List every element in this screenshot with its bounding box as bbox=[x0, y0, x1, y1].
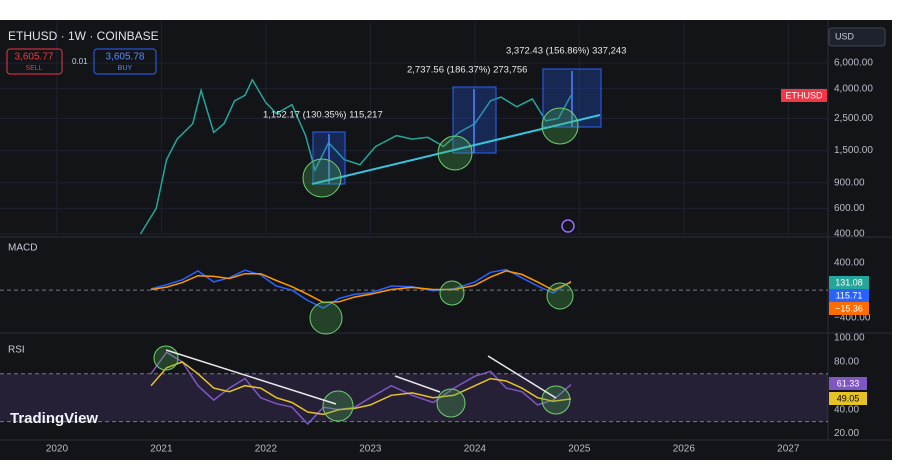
rsi-band bbox=[0, 373, 828, 422]
series-line bbox=[150, 270, 572, 304]
y-tick-label: 2,500.00 bbox=[834, 113, 873, 124]
logo: TradingView bbox=[10, 410, 98, 427]
panel-title: MACD bbox=[8, 243, 37, 254]
sell-label: SELL bbox=[25, 65, 42, 72]
rsi-trendline bbox=[165, 349, 337, 405]
annotation: 2,737.56 (186.37%) 273,756 bbox=[407, 65, 527, 76]
currency: USD bbox=[835, 31, 855, 41]
trendline bbox=[311, 114, 601, 185]
highlight bbox=[437, 135, 473, 171]
buy-label: BUY bbox=[118, 65, 133, 72]
badge-bg bbox=[829, 289, 869, 302]
y-tick-label: 6,000.00 bbox=[834, 58, 873, 69]
sell-button[interactable] bbox=[6, 48, 63, 75]
y-tick-label: 100.00 bbox=[834, 333, 865, 344]
rsi-trendline bbox=[487, 355, 557, 399]
y-tick-label: 80.00 bbox=[834, 357, 859, 368]
highlight bbox=[322, 390, 354, 422]
buy-price: 3,605.78 bbox=[106, 52, 145, 63]
price-tag: ETHUSD bbox=[785, 90, 823, 100]
badge-bg bbox=[829, 377, 867, 390]
highlight bbox=[436, 388, 466, 418]
x-tick-label: 2026 bbox=[673, 444, 696, 455]
panel-title: RSI bbox=[8, 345, 25, 356]
highlight bbox=[153, 345, 179, 371]
badge: −15.36 bbox=[835, 303, 863, 313]
annotation: 1,152.17 (130.35%) 115,217 bbox=[263, 110, 383, 121]
highlight bbox=[439, 280, 465, 306]
highlight bbox=[309, 301, 343, 335]
x-tick-label: 2021 bbox=[150, 444, 173, 455]
rsi-layer bbox=[0, 373, 828, 423]
y-tick-label: 600.00 bbox=[834, 203, 865, 214]
x-tick-label: 2022 bbox=[255, 444, 278, 455]
highlight bbox=[546, 282, 574, 310]
background bbox=[0, 20, 892, 460]
y-tick-label: 4,000.00 bbox=[834, 83, 873, 94]
y-tick-label: 20.00 bbox=[834, 428, 859, 439]
currency-select[interactable] bbox=[828, 27, 886, 47]
price-tag-bg bbox=[781, 89, 827, 102]
x-tick-label: 2025 bbox=[568, 444, 591, 455]
icon[interactable] bbox=[561, 219, 575, 233]
x-tick-label: 2020 bbox=[46, 444, 69, 455]
badge: 49.05 bbox=[837, 393, 860, 403]
badge-bg bbox=[829, 302, 869, 315]
symbol: ETHUSD · 1W · COINBASE bbox=[8, 29, 159, 43]
buy-button[interactable] bbox=[93, 48, 157, 75]
highlight bbox=[302, 158, 342, 198]
y-tick-label: 40.00 bbox=[834, 404, 859, 415]
rsi-trendline bbox=[394, 375, 441, 393]
spread: 0.01 bbox=[72, 57, 88, 66]
sell-price: 3,605.77 bbox=[15, 52, 54, 63]
y-tick-label: 900.00 bbox=[834, 177, 865, 188]
y-tick-label: −400.00 bbox=[834, 312, 871, 323]
y-tick-label: 400.00 bbox=[834, 229, 865, 240]
badge-bg bbox=[829, 276, 869, 289]
badge: 61.33 bbox=[837, 378, 860, 388]
highlight bbox=[541, 385, 571, 415]
y-tick-label: 400.00 bbox=[834, 257, 865, 268]
x-tick-label: 2023 bbox=[359, 444, 382, 455]
series-line bbox=[150, 268, 572, 309]
badge: 115.71 bbox=[836, 290, 863, 300]
x-tick-label: 2027 bbox=[777, 444, 800, 455]
annotation: 3,372.43 (156.86%) 337,243 bbox=[506, 46, 626, 57]
y-tick-label: 1,500.00 bbox=[834, 145, 873, 156]
badge: 131.08 bbox=[835, 277, 863, 287]
badge-bg bbox=[829, 392, 867, 405]
x-tick-label: 2024 bbox=[464, 444, 487, 455]
highlight bbox=[541, 107, 579, 145]
drawings bbox=[153, 68, 602, 422]
series-line bbox=[150, 361, 572, 416]
